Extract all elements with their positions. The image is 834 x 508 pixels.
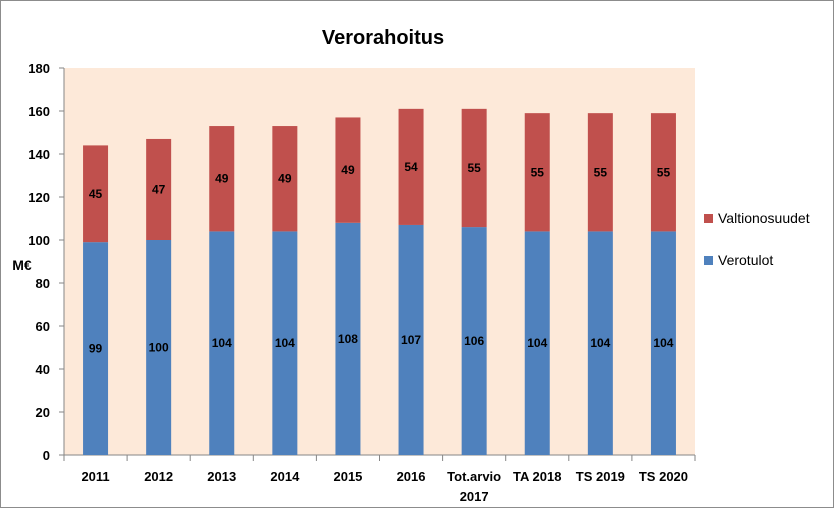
x-tick-label: TS 2019: [576, 469, 625, 484]
x-tick-label: 2012: [144, 469, 173, 484]
legend-swatch-verotulot: [704, 256, 713, 265]
x-tick-label-line: Tot.arvio: [447, 469, 501, 484]
data-label: 108: [338, 332, 358, 346]
x-tick-label-line: TA 2018: [513, 469, 561, 484]
data-label: 47: [152, 182, 166, 196]
x-tick-label: 2015: [333, 469, 362, 484]
y-tick-label: 100: [28, 233, 50, 248]
data-label: 55: [467, 161, 481, 175]
legend-label-verotulot: Verotulot: [718, 252, 773, 268]
bar-segment-valtionosuudet: [398, 108, 424, 225]
data-label: 106: [464, 334, 484, 348]
bar-segment-valtionosuudet: [209, 126, 235, 232]
bar-segment-valtionosuudet: [461, 108, 487, 228]
x-tick-label: 2014: [270, 469, 300, 484]
y-tick-label: 0: [43, 448, 50, 463]
x-tick-label: 2011: [81, 469, 109, 484]
y-tick-label: 120: [28, 190, 50, 205]
x-tick-label-line: 2016: [397, 469, 426, 484]
x-tick-label: 2016: [397, 469, 426, 484]
x-tick-label-line: 2014: [270, 469, 300, 484]
bars: [83, 108, 676, 455]
legend-swatch-valtionosuudet: [704, 214, 713, 223]
x-tick-label: Tot.arvio 2017: [447, 469, 501, 504]
data-label: 49: [278, 172, 292, 186]
y-tick-label: 180: [28, 61, 50, 76]
data-label: 104: [275, 336, 295, 350]
legend-label-valtionosuudet: Valtionosuudet: [718, 210, 810, 226]
data-label: 55: [657, 165, 671, 179]
bar-segment-verotulot: [524, 231, 550, 455]
bar-segment-valtionosuudet: [272, 126, 298, 232]
x-tick-label: TA 2018: [513, 469, 561, 484]
data-label: 49: [341, 163, 355, 177]
legend: Valtionosuudet Verotulot: [704, 210, 810, 268]
y-tick-label: 140: [28, 147, 50, 162]
bar-segment-valtionosuudet: [335, 117, 361, 223]
x-tick-label-line: 2013: [207, 469, 236, 484]
y-tick-label: 40: [36, 362, 50, 377]
x-tick-label: 2013: [207, 469, 236, 484]
data-label: 104: [590, 336, 610, 350]
bar-segment-verotulot: [335, 222, 361, 455]
y-tick-label: 80: [36, 276, 50, 291]
data-label: 107: [401, 333, 421, 347]
bar-segment-verotulot: [272, 231, 298, 455]
data-label: 104: [653, 336, 673, 350]
x-tick-label-line: 2017: [460, 489, 489, 504]
x-tick-label: TS 2020: [639, 469, 688, 484]
bar-segment-valtionosuudet: [524, 113, 550, 232]
data-label: 45: [89, 187, 103, 201]
y-tick-label: 60: [36, 319, 50, 334]
data-label: 55: [531, 165, 545, 179]
bar-segment-verotulot: [209, 231, 235, 455]
x-tick-label-line: TS 2019: [576, 469, 625, 484]
x-tick-label-line: TS 2020: [639, 469, 688, 484]
y-tick-label: 20: [36, 405, 50, 420]
data-label: 104: [212, 336, 232, 350]
x-tick-label-line: 2015: [333, 469, 362, 484]
axes: 0 20 40 60 80 100 120 140 160 180 2011 2012 2013 2014…: [28, 61, 696, 504]
chart-title: Verorahoitus: [322, 27, 444, 49]
bar-segment-verotulot: [146, 240, 172, 455]
bar-segment-verotulot: [650, 231, 676, 455]
bar-segment-valtionosuudet: [146, 138, 172, 240]
x-tick-label-line: 2012: [144, 469, 173, 484]
data-label: 55: [594, 165, 608, 179]
data-label: 104: [527, 336, 547, 350]
data-label: 54: [404, 160, 418, 174]
x-tick-label-line: 2011: [81, 469, 109, 484]
bar-segment-verotulot: [398, 224, 424, 455]
bar-segment-verotulot: [83, 242, 109, 455]
bar-segment-verotulot: [461, 227, 487, 455]
bar-segment-valtionosuudet: [83, 145, 109, 243]
data-label: 100: [149, 341, 169, 355]
data-label: 99: [89, 342, 103, 356]
bar-segment-valtionosuudet: [650, 113, 676, 232]
data-labels: 99 45 100 47 104 49 104 49 108 49 107 54 106 55 104 55 1…: [89, 160, 674, 356]
bar-segment-valtionosuudet: [587, 113, 613, 232]
y-tick-label: 160: [28, 104, 50, 119]
bar-segment-verotulot: [587, 231, 613, 455]
y-axis-title: M€: [12, 257, 32, 273]
data-label: 49: [215, 172, 229, 186]
